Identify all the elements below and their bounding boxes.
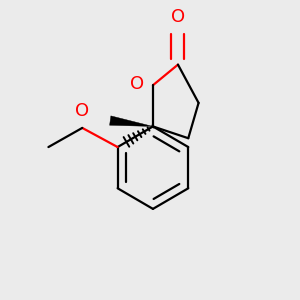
- Text: O: O: [75, 102, 89, 120]
- Polygon shape: [110, 116, 153, 126]
- Text: O: O: [171, 8, 185, 26]
- Text: O: O: [130, 75, 144, 93]
